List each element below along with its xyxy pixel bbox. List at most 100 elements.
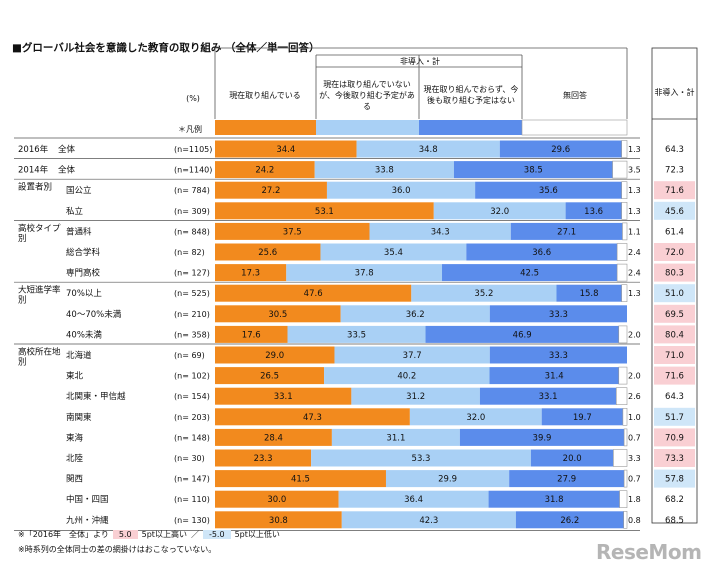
row-label: 総合学科 — [66, 247, 101, 258]
bar-value-label: 2.4 — [628, 269, 641, 278]
bar-value-label: 15.8 — [580, 289, 599, 299]
bar-segment-1 — [215, 161, 315, 179]
non-adopt-highlight — [654, 428, 695, 447]
bar-segment-2 — [331, 428, 460, 446]
bar-segment-2 — [326, 181, 476, 199]
row-n-label: (n=1140) — [174, 166, 212, 175]
bar-value-label: 33.3 — [549, 310, 568, 320]
bar-value-label: 33.3 — [549, 351, 568, 361]
row-n-label: (n= 147) — [174, 475, 210, 484]
legend-swatch-3 — [419, 120, 522, 135]
footnote-low-box: -5.0 — [202, 530, 231, 539]
bar-segment-3 — [489, 305, 627, 323]
col-header-active: 現在取り組んでいる — [229, 90, 301, 100]
bar-value-label: 35.4 — [384, 248, 403, 258]
bar-segment-3 — [442, 264, 618, 282]
bar-value-label: 31.8 — [545, 495, 564, 505]
bar-value-label: 53.3 — [412, 454, 431, 464]
row-label: 40～70%未満 — [66, 309, 122, 320]
bar-value-label: 2.0 — [628, 372, 641, 381]
footnote-separator: ／ — [190, 530, 199, 539]
non-adopt-value: 80.3 — [665, 269, 684, 279]
col-header-no-plan: 現在取り組んでおらず、今後も取り組む予定はない — [423, 85, 519, 105]
bar-segment-3 — [459, 428, 625, 446]
row-group-label-cont: 別 — [18, 296, 27, 306]
bar-value-label: 31.1 — [386, 433, 405, 443]
bar-segment-2 — [338, 490, 489, 508]
non-adopt-value: 72.3 — [665, 166, 684, 176]
bar-value-label: 2.4 — [628, 248, 641, 257]
bar-value-label: 20.0 — [563, 454, 582, 464]
bar-value-label: 17.3 — [241, 269, 260, 279]
bar-segment-1 — [215, 284, 412, 302]
bar-value-label: 29.9 — [438, 475, 457, 485]
row-label: 関西 — [66, 475, 83, 485]
bar-segment-2 — [433, 202, 566, 220]
bar-segment-4 — [619, 490, 628, 509]
bar-segment-1 — [215, 408, 410, 426]
bar-segment-2 — [314, 161, 454, 179]
bar-value-label: 29.0 — [265, 351, 284, 361]
bar-value-label: 35.2 — [474, 289, 493, 299]
bar-segment-1 — [215, 140, 357, 158]
bar-value-label: 46.9 — [513, 330, 532, 340]
bar-value-label: 38.5 — [524, 166, 543, 176]
bar-value-label: 33.1 — [539, 392, 558, 402]
row-n-label: (n= 69) — [174, 351, 205, 360]
bar-segment-3 — [510, 222, 623, 240]
bar-value-label: 31.4 — [545, 372, 564, 382]
legend-label: ＊凡例 — [178, 124, 202, 134]
bar-value-label: 3.5 — [628, 166, 641, 175]
bar-value-label: 47.6 — [304, 289, 323, 299]
bar-segment-3 — [475, 181, 622, 199]
right-column-frame — [651, 47, 698, 524]
bar-segment-2 — [334, 346, 490, 364]
row-label: 全体 — [58, 165, 76, 176]
bar-segment-4 — [622, 222, 628, 241]
bar-value-label: 30.5 — [268, 310, 287, 320]
row-label: 南関東 — [66, 412, 92, 423]
bar-segment-3 — [453, 161, 613, 179]
bar-segment-1 — [215, 222, 370, 240]
bar-value-label: 2.6 — [628, 392, 641, 401]
non-adopt-highlight — [654, 284, 695, 303]
bar-segment-3 — [489, 346, 627, 364]
bar-value-label: 34.8 — [419, 145, 438, 155]
bar-segment-2 — [324, 367, 490, 385]
bar-segment-4 — [615, 387, 628, 406]
bar-segment-4 — [613, 449, 628, 467]
group-label-non-adopt: 非導入・計 — [400, 56, 440, 66]
bar-value-label: 1.3 — [628, 289, 641, 298]
non-adopt-highlight — [654, 304, 695, 323]
footnote-1: ※「2016年 全体」より 5.0 5pt以上高い ／ -5.0 5pt以上低い — [18, 529, 280, 540]
non-adopt-highlight — [654, 201, 695, 220]
non-adopt-value: 71.6 — [665, 186, 684, 196]
bar-value-label: 33.8 — [375, 166, 394, 176]
percent-unit: (%) — [186, 93, 200, 103]
bar-segment-1 — [215, 346, 335, 364]
bar-segment-1 — [215, 490, 339, 508]
bar-segment-1 — [215, 367, 325, 385]
bar-segment-1 — [215, 428, 332, 446]
bar-segment-1 — [215, 325, 288, 343]
non-adopt-highlight — [654, 346, 695, 364]
row-label: 専門高校 — [66, 268, 101, 279]
row-label: 中国・四国 — [66, 494, 109, 505]
non-adopt-highlight — [654, 469, 695, 488]
bar-value-label: 37.5 — [283, 227, 302, 237]
row-year-label: 2016年 — [18, 144, 49, 155]
col-header-no-answer: 無回答 — [563, 90, 587, 100]
non-adopt-value: 68.2 — [665, 495, 684, 505]
bar-segment-2 — [340, 305, 490, 323]
footnote-high-box: 5.0 — [112, 530, 138, 539]
bar-value-label: 29.6 — [551, 145, 570, 155]
non-adopt-value: 72.0 — [665, 248, 684, 258]
non-adopt-value: 64.3 — [665, 392, 684, 402]
bar-value-label: 27.1 — [557, 227, 576, 237]
bar-segment-1 — [215, 305, 341, 323]
bar-value-label: 31.2 — [406, 392, 425, 402]
row-group-label: 高校タイプ — [18, 223, 61, 234]
bar-value-label: 36.0 — [392, 186, 411, 196]
row-n-label: (n= 154) — [174, 392, 210, 401]
row-label: 70%以上 — [66, 289, 102, 299]
